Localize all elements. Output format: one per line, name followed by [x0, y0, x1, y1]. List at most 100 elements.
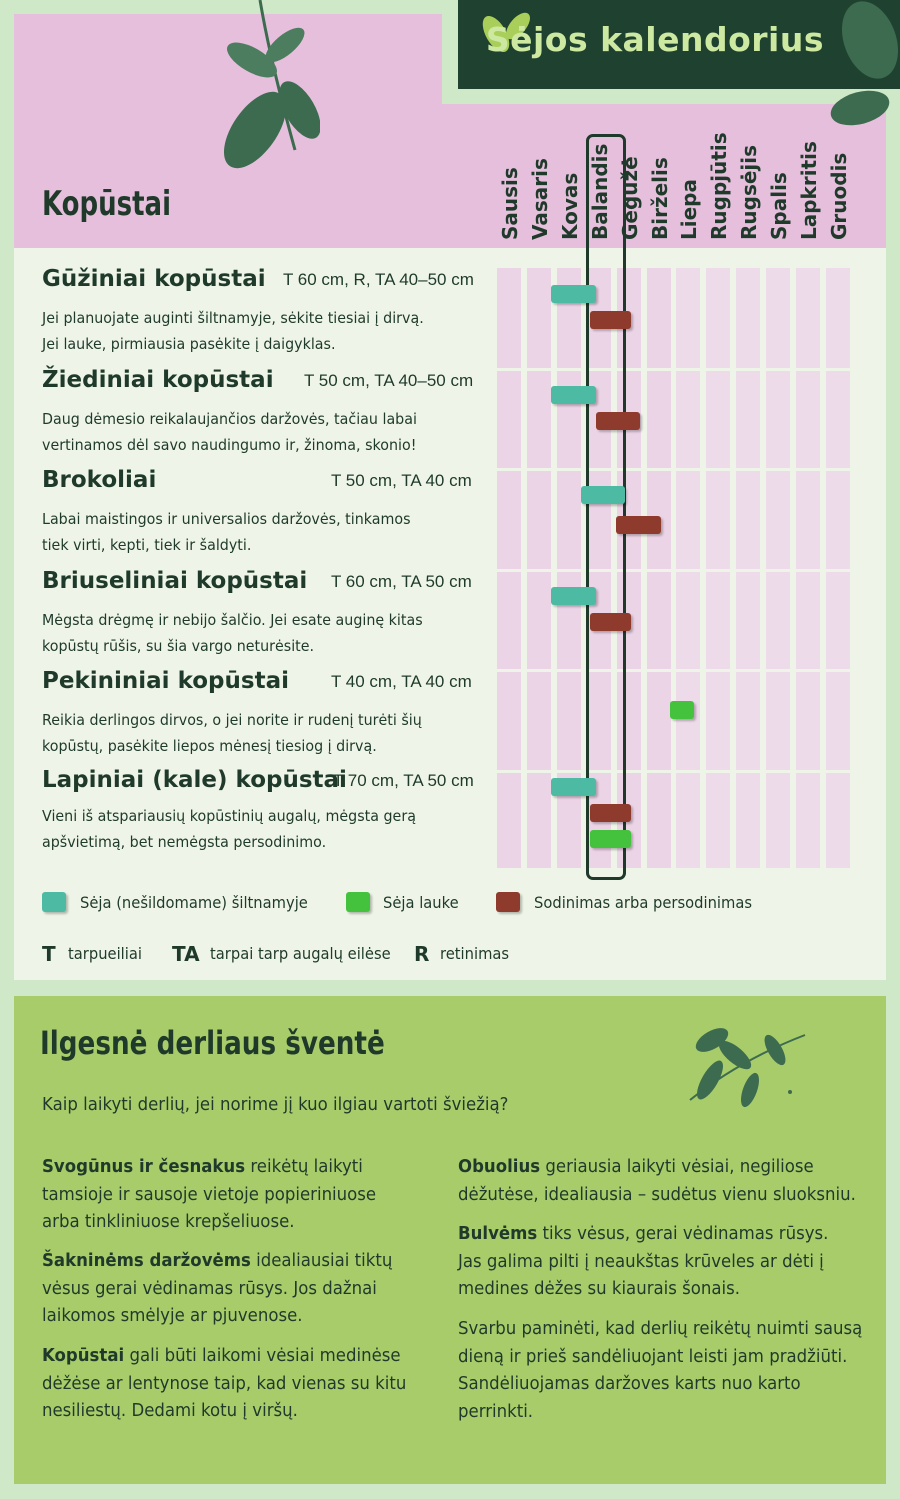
paragraph-text: dieną ir prieš sandėliuojant leisti jam …: [458, 1345, 848, 1367]
description-line: Jei lauke, pirmiausia pasėkite į daigykl…: [42, 335, 336, 353]
paragraph-line: dėžutėse, idealiausia – sudėtus vienu sl…: [458, 1181, 856, 1209]
storage-subtitle: Kaip laikyti derlių, jei norime jį kuo i…: [42, 1094, 509, 1115]
vegetable-name: Lapiniai (kale) kopūstai: [42, 766, 347, 793]
vegetable-description: Vieni iš atspariausių kopūstinių augalų,…: [42, 803, 447, 855]
month-label: Birželis: [647, 157, 672, 240]
month-header-band: [442, 104, 886, 248]
paragraph-line: tamsioje ir sausoje vietoje popieriniuos…: [42, 1181, 419, 1209]
vegetable-description: Labai maistingos ir universalios daržovė…: [42, 506, 447, 558]
vegetable-name: Briuseliniai kopūstai: [42, 567, 308, 594]
vegetable-spacing: T 50 cm, TA 40–50 cm: [304, 370, 474, 390]
row-divider: [494, 468, 870, 471]
paragraph-line: laikomos smėlyje ar pjuvenose.: [42, 1302, 419, 1330]
calendar-bar-planting: [589, 803, 632, 822]
vegetable-spacing: T 60 cm, TA 50 cm: [331, 571, 472, 591]
month-label: Lapkritis: [797, 141, 821, 240]
paragraph-line: dėžėse ar lentynose taip, kad vienas su …: [42, 1370, 419, 1398]
vegetable-description: Daug dėmesio reikalaujančios daržovės, t…: [42, 406, 447, 458]
abbreviation-meaning: tarpueiliai: [68, 944, 142, 963]
month-label: Kovas: [557, 172, 582, 240]
paragraph-text: perrinkti.: [458, 1400, 534, 1422]
paragraph-line: dieną ir prieš sandėliuojant leisti jam …: [458, 1343, 847, 1371]
calendar-bar-outdoor-sowing: [589, 829, 632, 848]
calendar-bar-greenhouse-sowing: [550, 285, 596, 303]
vegetable-spacing: T 70 cm, TA 50 cm: [333, 770, 474, 790]
leaf-icon: [482, 12, 530, 53]
abbreviation: T: [42, 942, 56, 966]
storage-paragraph: Šakninėms daržovėms idealiausiai tiktų vė…: [42, 1247, 419, 1330]
description-line: apšvietimą, bet nemėgsta persodinimo.: [42, 832, 327, 851]
month-label: Rugpjūtis: [707, 132, 732, 240]
paragraph-text: Jas galima pilti į neaukštas krūveles ar…: [458, 1250, 824, 1272]
calendar-bar-planting: [595, 411, 641, 430]
month-label: Sausis: [498, 167, 522, 240]
calendar-bar-planting: [616, 516, 662, 534]
description-line: tiek virti, kepti, tiek ir šaldyti.: [42, 536, 252, 554]
abbreviation-meaning: retinimas: [440, 944, 510, 963]
description-line: Daug dėmesio reikalaujančios daržovės, t…: [42, 409, 417, 428]
paragraph-lead: Kopūstai: [42, 1345, 125, 1366]
paragraph-text: tamsioje ir sausoje vietoje popieriniuos…: [42, 1183, 377, 1205]
storage-paragraph: Kopūstai gali būti laikomi vėsiai medinė…: [42, 1342, 419, 1425]
paragraph-line: Obuolius geriausia laikyti vėsiai, negil…: [458, 1153, 835, 1181]
paragraph-text: geriausia laikyti vėsiai, negiliose: [540, 1156, 814, 1177]
paragraph-line: arba tinkliniuose krepšeliuose.: [42, 1208, 419, 1236]
highlight-month-frame: [586, 134, 626, 880]
calendar-bar-outdoor-sowing: [670, 701, 695, 719]
storage-title: Ilgesnė derliaus šventė: [40, 1024, 385, 1062]
storage-paragraph: Svogūnus ir česnakus reikėtų laikyti tams…: [42, 1153, 419, 1236]
description-line: Mėgsta drėgmę ir nebijo šalčio. Jei esat…: [42, 610, 423, 629]
paragraph-text: Sandėliuojamas daržoves karts nuo karto: [458, 1373, 801, 1394]
row-divider: [494, 367, 870, 371]
legend-swatch: [496, 892, 520, 912]
description-line: Jei planuojate auginti šiltnamyje, sėkit…: [42, 309, 424, 327]
calendar-bar-planting: [589, 311, 632, 329]
calendar-bar-planting: [589, 612, 632, 631]
vegetable-name: Žiediniai kopūstai: [42, 366, 274, 393]
leaf-cluster-icon: [830, 1, 899, 126]
vegetable-description: Mėgsta drėgmę ir nebijo šalčio. Jei esat…: [42, 607, 447, 659]
vegetable-spacing: T 40 cm, TA 40 cm: [331, 672, 472, 691]
vegetable-description: Reikia derlingos dirvos, o jei norite ir…: [42, 707, 447, 759]
paragraph-line: Kopūstai gali būti laikomi vėsiai medinė…: [42, 1342, 419, 1370]
calendar-bar-greenhouse-sowing: [580, 486, 626, 504]
vegetable-name: Pekininiai kopūstai: [42, 668, 289, 694]
paragraph-line: vėsus gerai vėdinamas rūsys. Jos dažnai: [42, 1275, 419, 1303]
paragraph-text: arba tinkliniuose krepšeliuose.: [42, 1211, 295, 1232]
paragraph-line: Šakninėms daržovėms idealiausiai tiktų: [42, 1247, 419, 1275]
description-line: kopūstų, pasėkite liepos mėnesį tiesiog …: [42, 737, 377, 755]
storage-paragraph: Svarbu paminėti, kad derlių reikėtų nuim…: [458, 1315, 862, 1426]
legend-label: Sėja (nešildomame) šiltnamyje: [80, 893, 308, 912]
description-line: Vieni iš atspariausių kopūstinių augalų,…: [42, 806, 416, 825]
month-label: Vasaris: [527, 158, 552, 240]
paragraph-line: medines dėžes su kiaurais šonais.: [458, 1275, 835, 1303]
paragraph-lead: Šakninėms daržovėms: [42, 1250, 251, 1271]
paragraph-text: dėžutėse, idealiausia – sudėtus vienu sl…: [458, 1183, 856, 1205]
legend-swatch: [42, 892, 66, 912]
month-label: Spalis: [767, 172, 792, 240]
description-line: vertinamos dėl savo naudingumo ir, žinom…: [42, 435, 417, 454]
paragraph-line: perrinkti.: [458, 1398, 835, 1426]
vegetable-spacing: T 60 cm, R, TA 40–50 cm: [283, 270, 474, 289]
vegetable-spacing: T 50 cm, TA 40 cm: [331, 471, 472, 490]
description-line: Labai maistingos ir universalios daržovė…: [42, 510, 411, 528]
paragraph-text: idealiausiai tiktų: [250, 1250, 393, 1271]
legend-swatch: [346, 892, 370, 912]
month-label: Rugsėjis: [737, 144, 762, 240]
paragraph-line: Svogūnus ir česnakus reikėtų laikyti: [42, 1153, 419, 1181]
paragraph-text: vėsus gerai vėdinamas rūsys. Jos dažnai: [42, 1277, 377, 1299]
paragraph-text: Svarbu paminėti, kad derlių reikėtų nuim…: [458, 1318, 863, 1339]
row-divider: [494, 769, 870, 773]
paragraph-line: Bulvėms tiks vėsus, gerai vėdinamas rūsy…: [458, 1220, 835, 1248]
storage-card: [14, 996, 886, 1484]
calendar-bar-greenhouse-sowing: [550, 385, 596, 404]
vegetable-description: Jei planuojate auginti šiltnamyje, sėkit…: [42, 305, 447, 357]
section-title: Kopūstai: [42, 184, 172, 224]
banner-title: Sėjos kalendorius: [485, 20, 824, 59]
paragraph-lead: Svogūnus ir česnakus: [42, 1156, 246, 1177]
calendar-bar-greenhouse-sowing: [550, 777, 596, 796]
legend-label: Sėja lauke: [383, 893, 459, 912]
storage-paragraph: Bulvėms tiks vėsus, gerai vėdinamas rūsy…: [458, 1220, 835, 1303]
row-divider: [494, 568, 870, 572]
month-label: Liepa: [677, 179, 702, 240]
